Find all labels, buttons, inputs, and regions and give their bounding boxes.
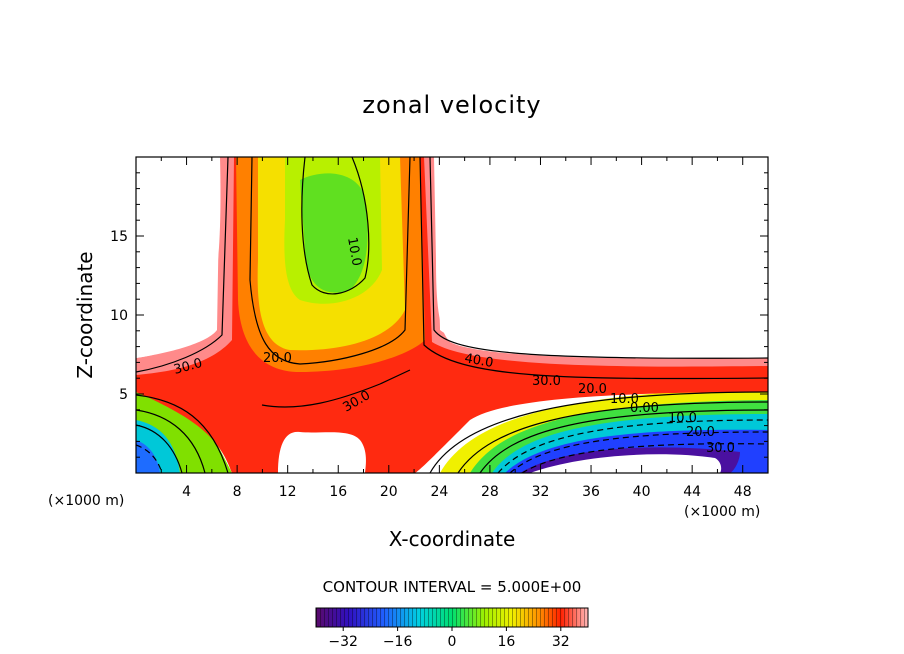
x-tick-label: 24: [430, 484, 448, 500]
y-tick-label: 5: [119, 387, 128, 403]
x-tick-label: 36: [582, 484, 600, 500]
x-tick-label: 4: [182, 484, 191, 500]
contour-line-neg-3: [521, 443, 768, 473]
colorbar-tick-label: −16: [383, 634, 413, 650]
x-tick-label: 20: [380, 484, 398, 500]
x-tick-label: 28: [481, 484, 499, 500]
contour-label: 10.0: [668, 411, 697, 426]
contour-label: 30.0: [532, 374, 561, 389]
x-tick-label: 8: [233, 484, 242, 500]
field-blank-upper-left: [136, 157, 221, 358]
contour-line-left-1: [136, 394, 229, 473]
field-green-core: [300, 173, 368, 293]
y-axis-ticks: 5 10 15: [110, 172, 768, 458]
x-tick-label: 48: [734, 484, 752, 500]
contour-lines: [136, 157, 768, 473]
contour-line-left-2: [136, 409, 206, 473]
colorbar-tick-label: 16: [497, 634, 515, 650]
contour-field: [136, 157, 768, 473]
field-pink-edge: [136, 157, 234, 375]
x-tick-label: 44: [683, 484, 701, 500]
field-pink-edge-right: [424, 157, 768, 367]
contour-line-40: [429, 157, 768, 359]
contour-line-30-left: [136, 157, 229, 373]
colorbar: −32 −16 0 16 32: [315, 607, 589, 650]
contour-label: 30.0: [172, 356, 204, 378]
contour-line-neg-1: [497, 419, 768, 473]
x-axis-ticks: 4 8 12 16 20 24 28 32 36 40 44 48: [160, 157, 752, 500]
contour-line-30-right: [419, 157, 768, 380]
x-tick-label: 40: [633, 484, 651, 500]
colorbar-tick-label: −32: [328, 634, 358, 650]
contour-line-10-core: [301, 157, 370, 295]
contour-line-30-jet: [261, 369, 411, 408]
contour-label: 20.0: [578, 382, 607, 397]
colorbar-ticks: −32 −16 0 16 32: [328, 627, 570, 650]
contour-label: 30.0: [706, 441, 735, 456]
contour-line-20-core: [249, 157, 411, 365]
colorbar-tick-label: 32: [552, 634, 570, 650]
y-axis-label: Z-coordinate: [73, 251, 97, 378]
contour-label: 10.0: [344, 236, 364, 267]
y-tick-label: 10: [110, 308, 128, 324]
contour-label: 0.00: [630, 401, 659, 416]
contour-label: 10.0: [610, 392, 639, 407]
contour-line-20-right: [429, 391, 768, 473]
contour-interval-label: CONTOUR INTERVAL = 5.000E+00: [323, 578, 582, 596]
contour-line-neg-4: [136, 444, 163, 473]
field-blank-bottom-mountain: [278, 431, 366, 473]
contour-line-10-right: [457, 401, 768, 473]
y-tick-label: 15: [110, 229, 128, 245]
field-blank-upper-right: [434, 157, 768, 359]
x-tick-label: 32: [532, 484, 550, 500]
contour-label: 20.0: [686, 425, 715, 440]
x-tick-label: 12: [279, 484, 297, 500]
chart-title: zonal velocity: [362, 91, 541, 119]
colorbar-stripes: [316, 608, 588, 627]
x-axis-unit: (×1000 m): [684, 504, 760, 520]
field-lower-left-blue: [136, 440, 160, 473]
colorbar-tick-label: 0: [448, 634, 457, 650]
contour-label: 40.0: [463, 351, 494, 371]
field-blank-bottom-right: [530, 454, 722, 473]
contour-line-0-right: [479, 409, 768, 473]
x-axis-label: X-coordinate: [389, 527, 516, 551]
contour-line-left-3: [136, 424, 183, 473]
y-axis-unit: (×1000 m): [48, 493, 124, 509]
contour-label: 20.0: [263, 351, 292, 366]
x-tick-label: 16: [329, 484, 347, 500]
contour-line-neg-2: [509, 431, 768, 473]
